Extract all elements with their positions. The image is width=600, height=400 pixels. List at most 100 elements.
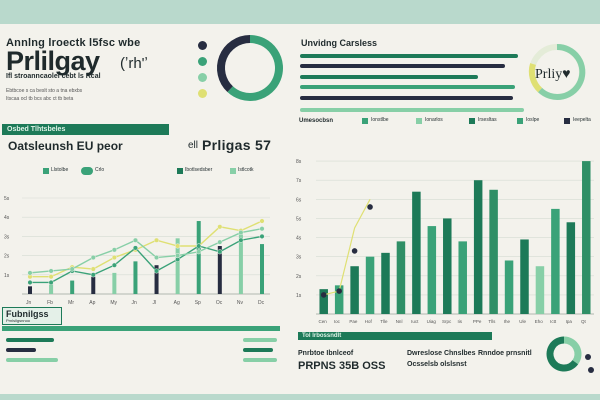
legend-dot-yellow xyxy=(198,89,207,98)
header-tiny-line-1: Ebtbcoe s ca beslt sto a tna ebxbs xyxy=(6,88,83,94)
column-bar xyxy=(260,244,264,294)
footer-left-strip xyxy=(2,326,280,331)
x-tick-label: Jl xyxy=(153,300,157,306)
bar xyxy=(582,161,591,314)
page-title: Prlilgay xyxy=(6,46,100,76)
y-tick-label: 5s xyxy=(296,216,302,222)
y-tick-label: 3s xyxy=(296,255,302,261)
footer-bar-6 xyxy=(243,358,277,362)
x-tick-label: My xyxy=(110,300,117,306)
progress-bar-2 xyxy=(300,64,505,68)
header-subtitle: Ifl stroanncaolel cebt ls Rcal xyxy=(6,73,101,80)
series-1-point xyxy=(196,243,202,249)
column-bar xyxy=(133,261,138,294)
column-bar xyxy=(112,272,117,294)
series-2-point xyxy=(111,247,117,253)
legend-label-2: Crlo xyxy=(95,167,105,173)
x-tick-label: Iuct xyxy=(411,319,419,324)
x-tick-label: Tlls xyxy=(488,319,496,324)
x-tick-label: Nnl xyxy=(396,319,403,324)
series-0-point xyxy=(217,224,223,230)
right-legend-4: Irsesltas xyxy=(478,117,497,123)
x-tick-label: Fb xyxy=(47,300,53,306)
y-tick-label: 4s xyxy=(4,215,10,221)
bar xyxy=(443,218,452,314)
overlay-point xyxy=(367,204,373,210)
series-0-point xyxy=(259,218,265,224)
right-legend-1: Umesocbsn xyxy=(299,118,334,124)
series-0-point xyxy=(90,266,96,272)
legend-label-4: Istlcotk xyxy=(238,167,254,173)
series-2-point xyxy=(196,249,202,255)
column-bar xyxy=(91,276,96,294)
column-bar xyxy=(175,238,180,294)
footer-dot-dark-2 xyxy=(588,367,594,373)
left-panel-stat: Prligas 57 xyxy=(202,137,272,153)
footer-col2-line1: Dwreslose Chnslbes xyxy=(407,350,476,357)
right-legend-6: Ieepelta xyxy=(573,117,591,123)
line-chart: 5s 4s 3s 2s 1s Jn Fb Mr Ap My Jn Jl Ag Sp Oc Nv Dc xyxy=(4,196,270,306)
progress-bar-6 xyxy=(300,108,524,112)
bar xyxy=(334,285,344,314)
series-1-point xyxy=(111,262,117,268)
right-legend-2: Ionstlbe xyxy=(371,117,389,123)
right-legend-swatch-2 xyxy=(362,118,368,124)
series-1-point xyxy=(217,249,223,255)
series-2-point xyxy=(153,254,160,261)
bar xyxy=(350,266,359,314)
series-0-point xyxy=(111,254,117,261)
y-tick-label: 7s xyxy=(296,178,302,184)
x-tick-label: Cen xyxy=(318,319,327,324)
donut-top-slice-1 xyxy=(217,35,251,93)
x-tick-label: Srpc xyxy=(442,319,452,324)
legend-label-1: Llstolbe xyxy=(51,167,69,173)
bar-chart: 8s 7s 6s 5s 4s 3s 2s 1s Cen Ioc Pae Hof Tlle Nnl Iuct U… xyxy=(296,159,594,324)
ring-gauge xyxy=(528,43,586,100)
x-tick-label: Nv xyxy=(237,300,244,306)
column-bar xyxy=(196,221,201,294)
series-1-point xyxy=(48,279,54,286)
overlay-point xyxy=(351,248,358,254)
legend-dot-green xyxy=(198,57,207,66)
footer-dot-dark xyxy=(585,354,591,360)
series-1-point xyxy=(90,272,96,278)
series-2-point xyxy=(69,266,75,272)
bar xyxy=(473,180,483,314)
series-2-point xyxy=(175,253,181,259)
series-2-point xyxy=(238,230,244,236)
bar xyxy=(551,208,560,314)
y-tick-label: 4s xyxy=(296,236,302,242)
series-1-point xyxy=(153,268,160,274)
x-tick-label: Ioc xyxy=(334,319,341,324)
left-panel-heading: Oatsleunsh EU peor xyxy=(8,139,123,153)
footer-left-title: Fubnilgss xyxy=(6,309,49,319)
donut-top-slice-0 xyxy=(227,35,283,101)
right-legend-5: Ioslpe xyxy=(526,117,540,123)
legend-dot-mint xyxy=(198,73,207,82)
series-2-point xyxy=(259,226,265,232)
y-tick-label: 5s xyxy=(4,196,10,202)
y-tick-label: 1s xyxy=(296,293,302,299)
x-tick-label: Dc xyxy=(258,300,265,306)
series-2-point xyxy=(90,254,96,261)
progress-bar-5 xyxy=(300,96,513,100)
bar xyxy=(504,260,514,314)
column-bar xyxy=(217,246,222,294)
bar xyxy=(365,256,375,314)
donut-bottom-slice-0 xyxy=(563,336,582,365)
y-tick-label: 1s xyxy=(4,273,10,279)
right-panel-legend: Umesocbsn Ionstlbe Ionarlos Irsesltas Io… xyxy=(298,116,598,126)
x-tick-label: PPe xyxy=(473,319,482,324)
footer-left-subtitle: Prnlsllgsnnoo xyxy=(6,318,31,323)
ring-gauge-text: Prliy♥ xyxy=(535,67,571,82)
series-1-point xyxy=(27,279,33,286)
x-tick-label: Oc xyxy=(216,300,223,306)
footer-bar-5 xyxy=(243,348,273,352)
x-tick-label: Qt xyxy=(581,319,587,324)
legend-pill-2 xyxy=(81,167,93,175)
bar xyxy=(412,191,421,314)
x-tick-label: Jn xyxy=(26,300,32,306)
x-tick-label: Ap xyxy=(89,300,95,306)
donut-chart-top xyxy=(217,35,283,101)
